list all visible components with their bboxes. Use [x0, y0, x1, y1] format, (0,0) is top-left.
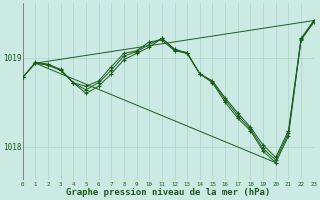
X-axis label: Graphe pression niveau de la mer (hPa): Graphe pression niveau de la mer (hPa) [66, 188, 270, 197]
